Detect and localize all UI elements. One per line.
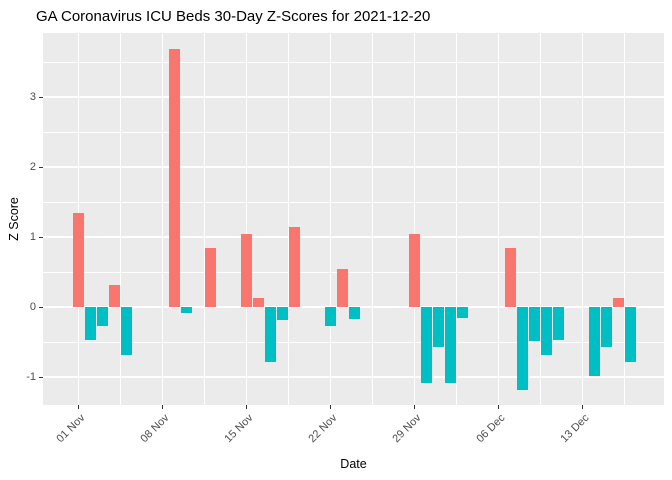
bar-2021-11-19 bbox=[289, 227, 301, 307]
x-tick-mark bbox=[582, 405, 584, 409]
x-axis-tick-label: 08 Nov bbox=[138, 412, 172, 446]
x-axis-title: Date bbox=[340, 457, 367, 471]
gridline-major-y bbox=[43, 96, 664, 98]
y-axis-tick-label: 3 bbox=[29, 91, 36, 103]
bar-2021-12-16 bbox=[613, 297, 625, 307]
gridline-minor-x bbox=[288, 33, 290, 405]
y-tick-mark bbox=[39, 306, 43, 308]
gridline-minor-y bbox=[43, 131, 664, 133]
y-axis-title: Z Score bbox=[7, 197, 21, 241]
bar-2021-11-17 bbox=[265, 307, 277, 363]
bar-2021-11-09 bbox=[169, 48, 181, 307]
x-tick-mark bbox=[330, 405, 332, 409]
gridline-major-x bbox=[414, 33, 416, 405]
gridline-minor-x bbox=[624, 33, 626, 405]
bar-2021-11-04 bbox=[109, 284, 121, 307]
x-tick-mark bbox=[414, 405, 416, 409]
gridline-major-y bbox=[43, 376, 664, 378]
gridline-minor-x bbox=[456, 33, 458, 405]
gridline-minor-y bbox=[43, 271, 664, 273]
bar-2021-11-16 bbox=[253, 297, 265, 307]
gridline-major-x bbox=[498, 33, 500, 405]
x-tick-mark bbox=[498, 405, 500, 409]
x-axis-tick-label: 22 Nov bbox=[306, 412, 340, 446]
gridline-minor-x bbox=[120, 33, 122, 405]
gridline-major-y bbox=[43, 236, 664, 238]
gridline-major-x bbox=[162, 33, 164, 405]
x-axis-tick-label: 15 Nov bbox=[222, 412, 256, 446]
x-tick-mark bbox=[246, 405, 248, 409]
bar-2021-12-15 bbox=[601, 307, 613, 347]
gridline-major-x bbox=[582, 33, 584, 405]
gridline-major-y bbox=[43, 306, 664, 308]
bar-2021-12-03 bbox=[457, 307, 469, 319]
gridline-major-y bbox=[43, 166, 664, 168]
y-axis-tick-label: 2 bbox=[29, 161, 36, 173]
chart-title: GA Coronavirus ICU Beds 30-Day Z-Scores … bbox=[36, 8, 431, 25]
bar-2021-11-15 bbox=[241, 233, 253, 307]
gridline-minor-y bbox=[43, 201, 664, 203]
y-tick-mark bbox=[39, 166, 43, 168]
bar-2021-12-08 bbox=[517, 307, 529, 391]
y-tick-mark bbox=[39, 376, 43, 378]
bar-2021-11-12 bbox=[205, 248, 217, 307]
y-tick-mark bbox=[39, 236, 43, 238]
gridline-minor-y bbox=[43, 341, 664, 343]
bar-2021-12-10 bbox=[541, 307, 553, 355]
bar-2021-12-01 bbox=[433, 307, 445, 347]
bar-2021-12-07 bbox=[505, 248, 517, 307]
bar-2021-11-18 bbox=[277, 307, 289, 320]
y-axis-tick-label: 1 bbox=[29, 231, 36, 243]
plot-panel bbox=[43, 33, 664, 405]
x-axis-tick-label: 06 Dec bbox=[474, 412, 508, 446]
bar-2021-11-30 bbox=[421, 307, 433, 384]
bar-2021-11-23 bbox=[337, 269, 349, 307]
bar-2021-11-01 bbox=[73, 213, 85, 307]
gridline-minor-x bbox=[540, 33, 542, 405]
bar-2021-11-22 bbox=[325, 307, 337, 326]
bar-2021-11-24 bbox=[349, 307, 361, 319]
bar-2021-11-10 bbox=[181, 307, 193, 314]
gridline-minor-x bbox=[372, 33, 374, 405]
bar-2021-11-29 bbox=[409, 233, 421, 307]
bar-2021-11-03 bbox=[97, 307, 109, 326]
x-tick-mark bbox=[78, 405, 80, 409]
gridline-minor-y bbox=[43, 61, 664, 63]
bar-2021-11-02 bbox=[85, 307, 97, 340]
x-axis-tick-label: 29 Nov bbox=[390, 412, 424, 446]
y-axis-tick-label: 0 bbox=[29, 301, 36, 313]
bar-2021-12-11 bbox=[553, 307, 565, 340]
bar-2021-11-05 bbox=[121, 307, 133, 355]
gridline-major-x bbox=[330, 33, 332, 405]
bar-2021-12-09 bbox=[529, 307, 541, 341]
x-axis-tick-label: 01 Nov bbox=[54, 412, 88, 446]
bar-2021-12-02 bbox=[445, 307, 457, 384]
y-tick-mark bbox=[39, 96, 43, 98]
x-axis-tick-label: 13 Dec bbox=[558, 412, 592, 446]
y-axis-tick-label: -1 bbox=[26, 371, 36, 383]
bar-2021-12-17 bbox=[625, 307, 637, 363]
gridline-major-x bbox=[246, 33, 248, 405]
bar-2021-12-14 bbox=[589, 307, 601, 377]
gridline-minor-x bbox=[204, 33, 206, 405]
x-tick-mark bbox=[162, 405, 164, 409]
